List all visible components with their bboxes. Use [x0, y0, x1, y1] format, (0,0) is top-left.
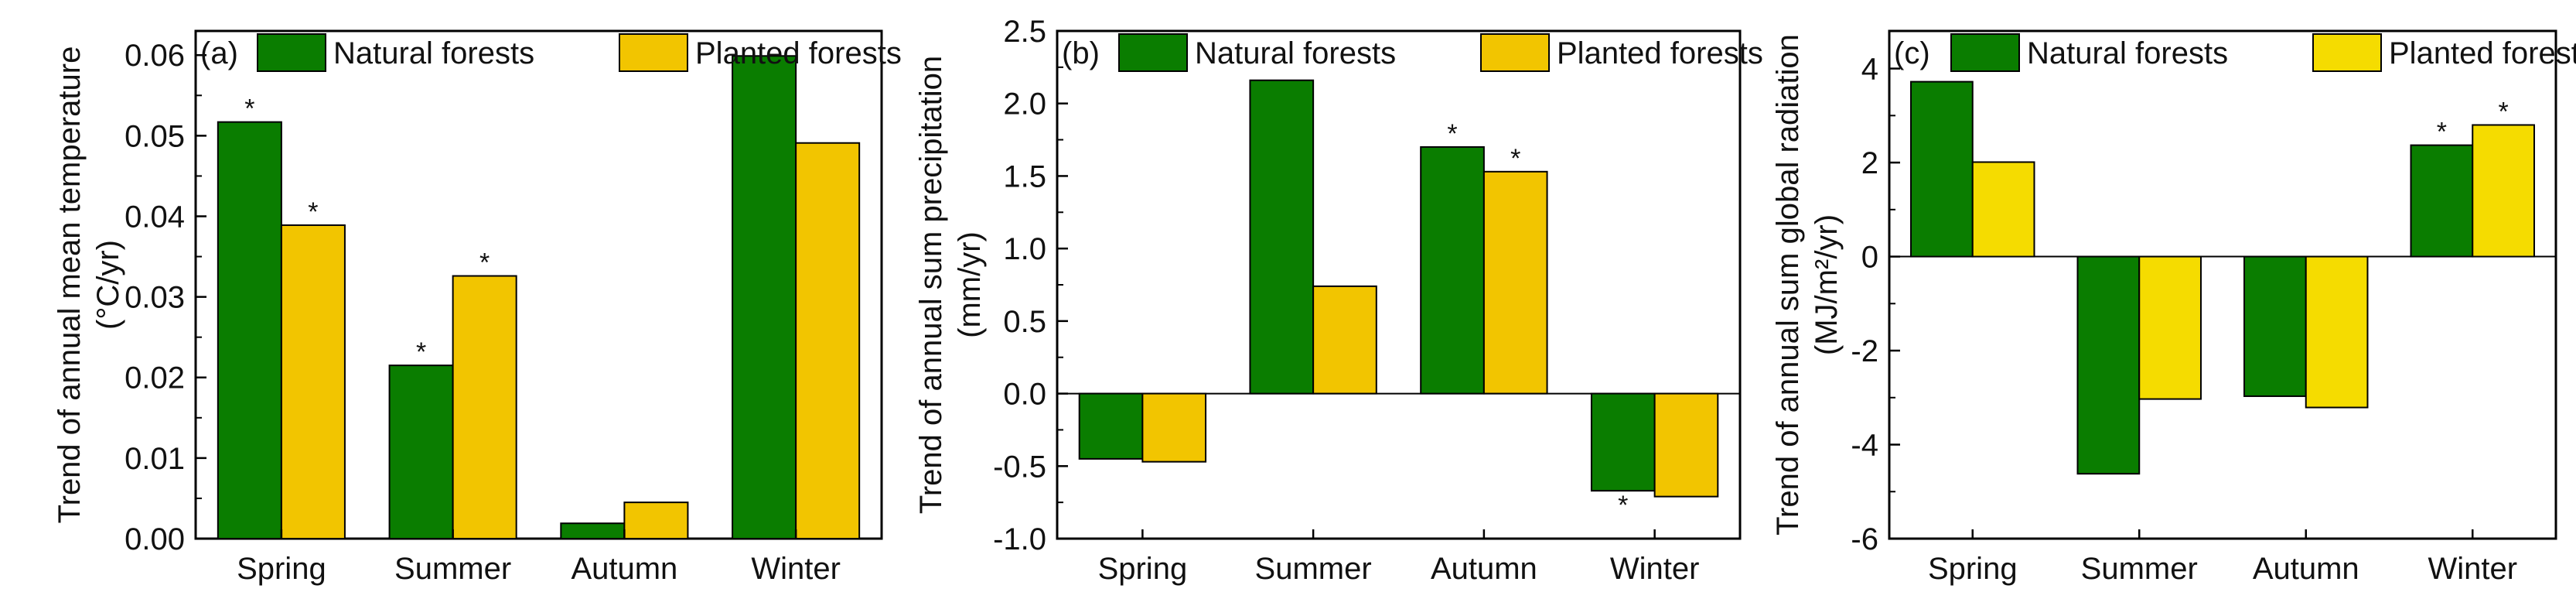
- bar-winter-natural: [1590, 392, 1656, 492]
- x-tick-label: Summer: [2081, 552, 2198, 586]
- bar-autumn-natural: [560, 522, 626, 540]
- bar-autumn-natural: [1420, 145, 1485, 395]
- chart-panel-1: * * Spring * * Summer Autumn Winter 0.00 0.01 0.02…: [53, 29, 902, 586]
- legend-swatch-natural: [257, 33, 326, 72]
- y-tick-label: 0.06: [125, 39, 185, 73]
- bar-autumn-planted: [2305, 255, 2369, 409]
- legend-label-planted: Planted forests: [695, 36, 902, 70]
- panel-label: (b): [1062, 36, 1100, 70]
- legend-swatch-planted: [619, 33, 688, 72]
- x-tick-label: Summer: [1255, 552, 1372, 586]
- y-axis-title: Trend of annual sum global radiation (MJ/…: [1771, 34, 1844, 536]
- bar-winter-planted: [2472, 124, 2535, 258]
- panel-label: (c): [1894, 36, 1930, 70]
- bar-winter-natural: [732, 55, 797, 540]
- y-axis-title: Trend of annual mean temperature (°C/yr): [53, 46, 125, 524]
- y-tick-label: -0.5: [993, 450, 1046, 484]
- legend-label-natural: Natural forests: [2027, 36, 2228, 70]
- significance-star: *: [2499, 97, 2509, 126]
- y-tick-label: -2: [1851, 334, 1878, 368]
- bar-winter-planted: [1653, 392, 1719, 498]
- significance-star: *: [1447, 119, 1457, 149]
- y-tick-label: 0: [1861, 241, 1878, 275]
- bar-autumn-planted: [623, 501, 689, 540]
- x-tick-label: Winter: [751, 552, 841, 586]
- bar-spring-natural: [1910, 80, 1974, 258]
- legend-label-planted: Planted forests: [2389, 36, 2576, 70]
- bar-summer-planted: [452, 275, 517, 539]
- x-tick-label: Winter: [2428, 552, 2517, 586]
- panel-label: (a): [200, 36, 238, 70]
- chart-panel-2: Spring Summer * * Autumn * Winter -1.0 -0.5 0.0 0.…: [914, 15, 1763, 586]
- y-tick-label: 1.0: [1003, 232, 1046, 266]
- bar-spring-planted: [1141, 392, 1207, 463]
- plot-frame: [1888, 29, 2557, 540]
- bar-winter-planted: [795, 142, 861, 539]
- y-tick-label: 2: [1861, 146, 1878, 180]
- legend-label-natural: Natural forests: [1195, 36, 1396, 70]
- significance-star: *: [1618, 491, 1628, 520]
- legend-swatch-planted: [2312, 33, 2382, 72]
- bar-autumn-natural: [2243, 255, 2307, 397]
- bar-winter-natural: [2410, 144, 2474, 258]
- x-tick-label: Winter: [1610, 552, 1700, 586]
- bar-autumn-planted: [1482, 170, 1548, 395]
- legend-label-natural: Natural forests: [333, 36, 534, 70]
- y-tick-label: 1.5: [1003, 159, 1046, 193]
- x-tick-label: Autumn: [2253, 552, 2359, 586]
- y-axis-title-line: (°C/yr): [91, 240, 125, 330]
- y-tick-label: -1.0: [993, 522, 1046, 556]
- x-tick-label: Spring: [1098, 552, 1188, 586]
- bar-spring-planted: [1971, 161, 2035, 258]
- plot-frame: [194, 29, 883, 540]
- bar-summer-natural: [1249, 79, 1315, 395]
- y-axis-title: Trend of annual sum precipitation (mm/yr): [914, 56, 987, 514]
- y-tick-label: -6: [1851, 522, 1878, 556]
- y-tick-label: 0.5: [1003, 305, 1046, 339]
- bar-summer-natural: [388, 365, 454, 539]
- y-tick-label: 2.5: [1003, 15, 1046, 49]
- legend-label-planted: Planted forests: [1557, 36, 1763, 70]
- y-tick-label: 0.0: [1003, 378, 1046, 412]
- significance-star: *: [479, 248, 490, 278]
- bar-spring-planted: [280, 224, 346, 539]
- bar-summer-planted: [1312, 285, 1377, 395]
- y-tick-label: 0.00: [125, 522, 185, 556]
- y-tick-label: 2.0: [1003, 87, 1046, 122]
- y-axis-title-line: (mm/yr): [953, 231, 987, 338]
- bar-summer-natural: [2076, 255, 2141, 475]
- x-tick-label: Spring: [237, 552, 326, 586]
- y-tick-label: 0.01: [125, 442, 185, 476]
- y-axis-title-line: (MJ/m²/yr): [1810, 214, 1844, 355]
- bar-summer-planted: [2138, 255, 2202, 400]
- significance-star: *: [1510, 144, 1520, 173]
- x-tick-label: Summer: [394, 552, 511, 586]
- y-tick-label: 0.05: [125, 119, 185, 153]
- y-tick-label: 0.04: [125, 200, 185, 234]
- significance-star: *: [2437, 118, 2447, 147]
- y-tick-label: 0.03: [125, 281, 185, 315]
- y-axis-title-line: Trend of annual mean temperature: [53, 46, 87, 524]
- bar-spring-natural: [217, 121, 282, 539]
- y-axis-title-line: Trend of annual sum global radiation: [1771, 34, 1805, 536]
- y-tick-label: -4: [1851, 429, 1878, 463]
- legend-swatch-natural: [1118, 33, 1188, 72]
- chart-panel-3: Spring Summer Autumn * * Winter -6 -4 -2 0 2 4 Trend…: [1771, 29, 2576, 586]
- y-tick-label: 0.02: [125, 361, 185, 395]
- bar-spring-natural: [1078, 392, 1144, 460]
- significance-star: *: [416, 337, 426, 367]
- x-tick-label: Autumn: [1431, 552, 1537, 586]
- legend-swatch-planted: [1480, 33, 1550, 72]
- x-tick-label: Spring: [1928, 552, 2018, 586]
- legend-swatch-natural: [1950, 33, 2020, 72]
- significance-star: *: [308, 197, 318, 227]
- y-axis-title-line: Trend of annual sum precipitation: [914, 56, 948, 514]
- y-tick-label: 4: [1861, 53, 1878, 87]
- x-tick-label: Autumn: [571, 552, 677, 586]
- significance-star: *: [244, 94, 254, 124]
